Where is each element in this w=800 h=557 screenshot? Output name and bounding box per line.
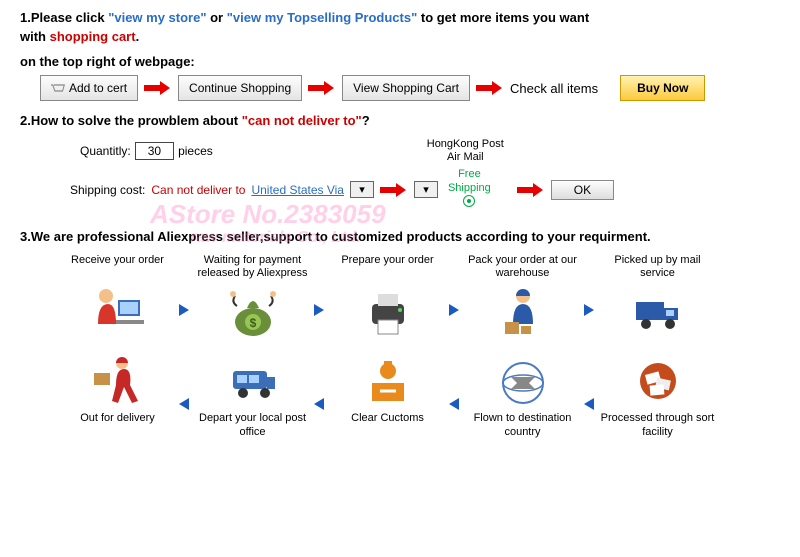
dropdown-1[interactable]: ▾ (350, 181, 374, 198)
proc-clear-customs: Clear Cuctoms (330, 353, 445, 438)
proc-label: Flown to destination country (465, 412, 580, 438)
proc-arrow-right (580, 304, 600, 316)
proc-arrow-left (175, 398, 195, 410)
arrow-icon (144, 81, 172, 95)
shipping-row: Shipping cost: Can not deliver to United… (70, 168, 780, 211)
proc-waiting-payment: Waiting for payment released by Aliexpre… (195, 254, 310, 339)
proc-label: Receive your order (60, 254, 175, 280)
dropdown-2[interactable]: ▾ (414, 181, 438, 198)
radio-icon[interactable] (463, 195, 475, 207)
section-3: 3.We are professional Aliexpress seller,… (20, 229, 780, 244)
qty-label: Quantitly: (80, 144, 131, 158)
check-all-label: Check all items (510, 81, 598, 96)
truck-icon (628, 284, 688, 339)
proc-pack-order: Pack your order at our warehouse (465, 254, 580, 339)
proc-arrow-right (175, 304, 195, 316)
proc-arrow-left (310, 398, 330, 410)
link-topselling[interactable]: "view my Topselling Products" (227, 10, 418, 25)
process-diagram: Receive your order Waiting for payment r… (60, 254, 780, 439)
proc-sort-facility: Processed through sort facility (600, 353, 715, 438)
svg-text:$: $ (249, 316, 256, 330)
hongkong-post-label: HongKong Post Air Mail (427, 138, 504, 164)
s1-l2a: with (20, 29, 50, 44)
van-icon (223, 353, 283, 408)
proc-arrow-right (445, 304, 465, 316)
ok-button[interactable]: OK (551, 180, 614, 200)
section-1-text: 1.Please click "view my store" or "view … (20, 10, 780, 25)
process-row-bottom: Out for delivery Depart your local post … (60, 353, 780, 438)
section-1-line2: with shopping cart. (20, 29, 780, 44)
arrow-icon (308, 81, 336, 95)
s1-mid: or (207, 10, 227, 25)
proc-arrow-left (445, 398, 465, 410)
sort-facility-icon (628, 353, 688, 408)
add-to-cart-button[interactable]: Add to cert (40, 75, 138, 101)
continue-shopping-button[interactable]: Continue Shopping (178, 75, 302, 101)
proc-prepare-order: Prepare your order (330, 254, 445, 339)
shopping-cart-text: shopping cart (50, 29, 136, 44)
free-line1: Free (448, 168, 491, 181)
arrow-icon (517, 183, 545, 197)
delivery-person-icon (88, 353, 148, 408)
ship-cost-label: Shipping cost: (70, 183, 145, 197)
cart-flow-row: Add to cert Continue Shopping View Shopp… (40, 75, 780, 101)
proc-label: Processed through sort facility (600, 412, 715, 438)
s2-error: "can not deliver to" (242, 113, 362, 128)
proc-receive-order: Receive your order (60, 254, 175, 339)
proc-label: Pack your order at our warehouse (465, 254, 580, 280)
proc-depart-post: Depart your local post office (195, 353, 310, 438)
proc-label: Out for delivery (60, 412, 175, 438)
free-shipping-label: Free Shipping (448, 168, 491, 211)
airplane-globe-icon (493, 353, 553, 408)
free-line2: Shipping (448, 182, 491, 195)
section-1-sub: on the top right of webpage: (20, 54, 780, 69)
add-to-cart-label: Add to cert (69, 81, 127, 95)
process-row-top: Receive your order Waiting for payment r… (60, 254, 780, 339)
quantity-row: Quantitly: 30 pieces HongKong Post Air M… (80, 138, 780, 164)
warehouse-worker-icon (493, 284, 553, 339)
us-via-link[interactable]: United States Via (251, 183, 344, 197)
section-2: 2.How to solve the prowblem about "can n… (20, 113, 780, 211)
arrow-icon (476, 81, 504, 95)
customs-icon (358, 353, 418, 408)
cant-deliver-label: Can not deliver to (151, 183, 245, 197)
link-view-store[interactable]: "view my store" (108, 10, 206, 25)
money-bag-icon: $ (223, 284, 283, 339)
proc-flown: Flown to destination country (465, 353, 580, 438)
proc-label: Waiting for payment released by Aliexpre… (195, 254, 310, 280)
s1-suffix: to get more items you want (417, 10, 589, 25)
proc-arrow-left (580, 398, 600, 410)
proc-label: Depart your local post office (195, 412, 310, 438)
hk-line2: Air Mail (427, 151, 504, 164)
section-2-title: 2.How to solve the prowblem about "can n… (20, 113, 780, 128)
proc-label: Picked up by mail service (600, 254, 715, 280)
buy-now-button[interactable]: Buy Now (620, 75, 705, 101)
printer-icon (358, 284, 418, 339)
s1-l2b: . (136, 29, 140, 44)
cart-icon (51, 82, 65, 94)
proc-picked-up: Picked up by mail service (600, 254, 715, 339)
person-computer-icon (88, 284, 148, 339)
hk-line1: HongKong Post (427, 138, 504, 151)
proc-label: Clear Cuctoms (330, 412, 445, 438)
proc-arrow-right (310, 304, 330, 316)
s2-suffix: ? (362, 113, 370, 128)
proc-out-delivery: Out for delivery (60, 353, 175, 438)
qty-input[interactable]: 30 (135, 142, 174, 160)
pieces-label: pieces (178, 144, 213, 158)
view-cart-button[interactable]: View Shopping Cart (342, 75, 470, 101)
s1-prefix: 1.Please click (20, 10, 108, 25)
proc-label: Prepare your order (330, 254, 445, 280)
section-1: 1.Please click "view my store" or "view … (20, 10, 780, 101)
arrow-icon (380, 183, 408, 197)
s2-prefix: 2.How to solve the prowblem about (20, 113, 242, 128)
